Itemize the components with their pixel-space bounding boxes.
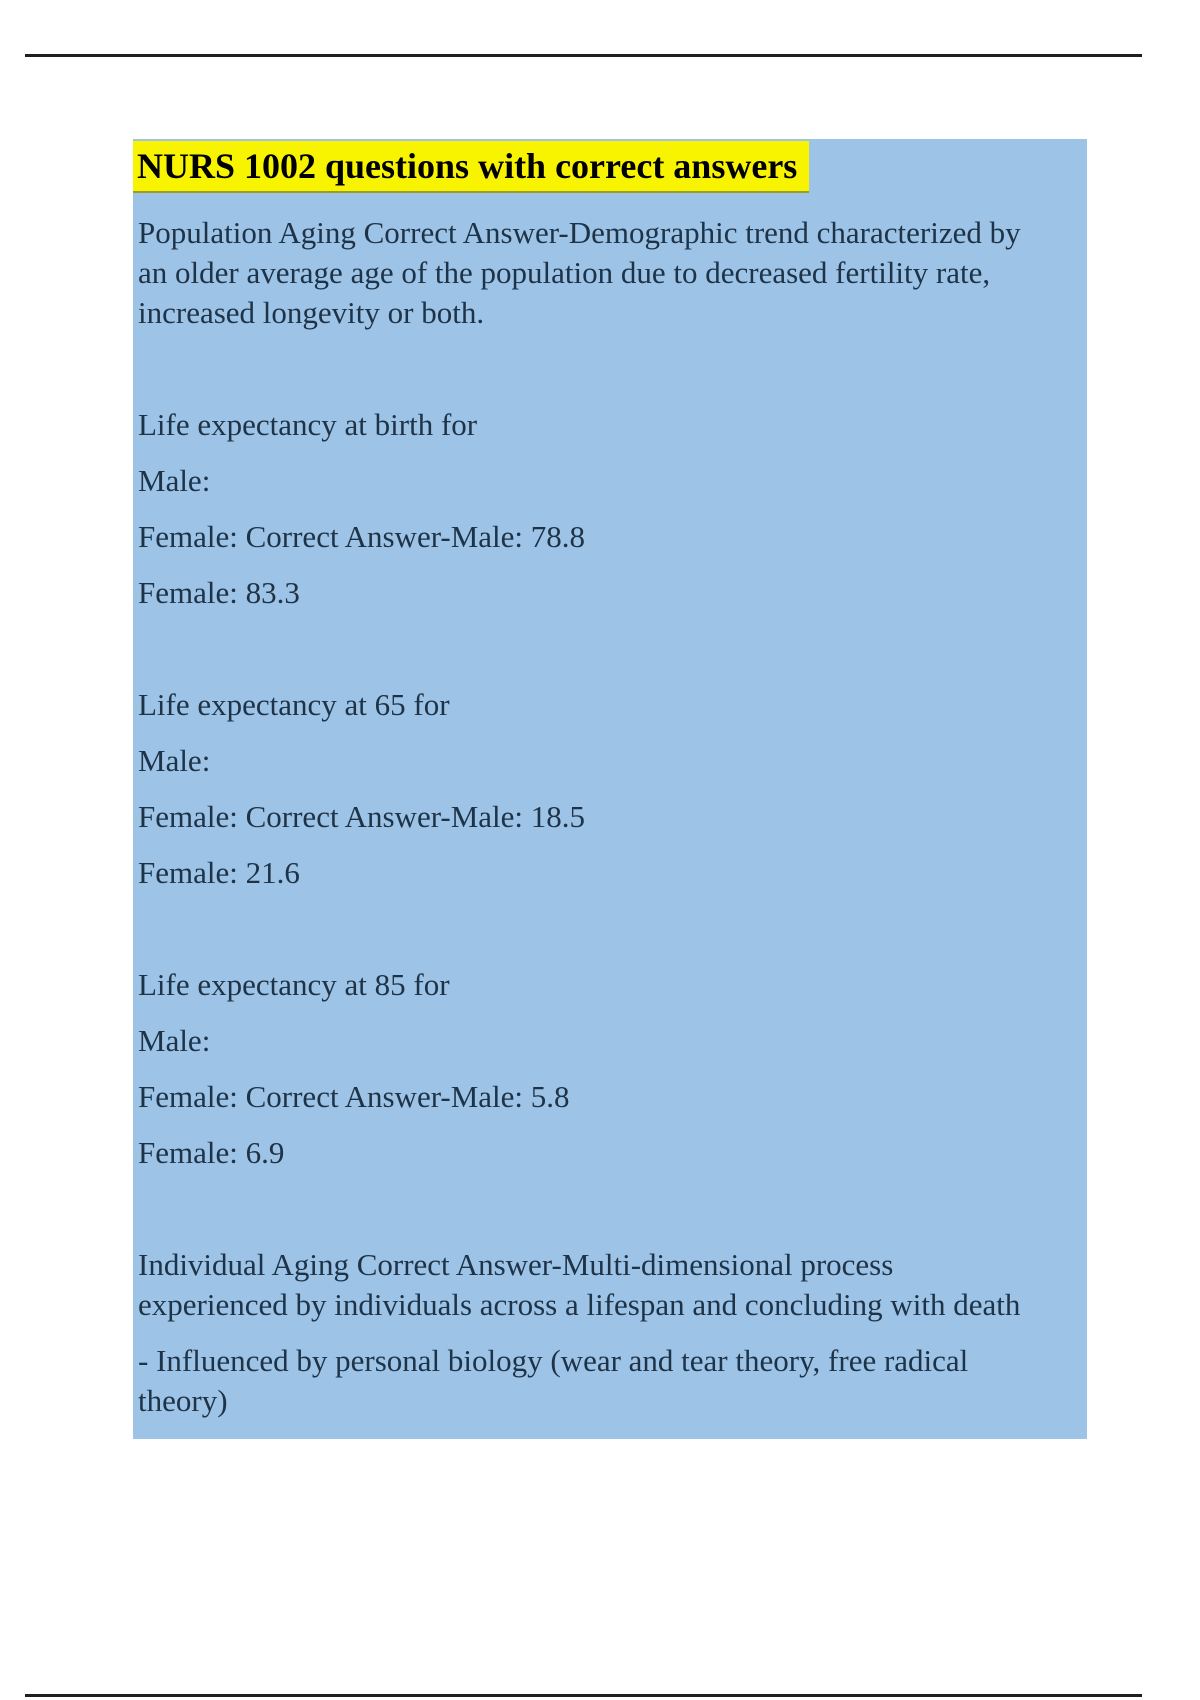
text-line <box>138 1189 1081 1229</box>
paragraph: Female: Correct Answer-Male: 78.8 <box>138 517 1081 557</box>
empty-paragraph <box>138 1189 1081 1229</box>
text-line: Male: <box>138 743 211 778</box>
text-line: theory) <box>138 1383 228 1418</box>
paragraph: Female: Correct Answer-Male: 5.8 <box>138 1077 1081 1117</box>
paragraph: Female: 6.9 <box>138 1133 1081 1173</box>
paragraph: Male: <box>138 741 1081 781</box>
text-line: Individual Aging Correct Answer-Multi-di… <box>138 1247 894 1282</box>
paragraph: Female: 21.6 <box>138 853 1081 893</box>
empty-paragraph <box>138 629 1081 669</box>
text-line: Male: <box>138 463 211 498</box>
page-title: NURS 1002 questions with correct answers <box>133 141 810 193</box>
text-line: Female: Correct Answer-Male: 18.5 <box>138 799 586 834</box>
paragraph: Male: <box>138 461 1081 501</box>
text-line: Female: 6.9 <box>138 1135 285 1170</box>
text-line: Population Aging Correct Answer-Demograp… <box>138 215 1021 250</box>
text-line: Life expectancy at birth for <box>138 407 478 442</box>
text-line: Life expectancy at 85 for <box>138 967 450 1002</box>
paragraph: Male: <box>138 1021 1081 1061</box>
paragraph: - Influenced by personal biology (wear a… <box>138 1341 1081 1421</box>
text-line <box>138 349 1081 389</box>
paragraph: Individual Aging Correct Answer-Multi-di… <box>138 1245 1081 1325</box>
empty-paragraph <box>138 349 1081 389</box>
text-line: - Influenced by personal biology (wear a… <box>138 1343 969 1378</box>
text-line <box>138 629 1081 669</box>
empty-paragraph <box>138 909 1081 949</box>
text-line: increased longevity or both. <box>138 295 485 330</box>
paragraph: Female: 83.3 <box>138 573 1081 613</box>
paragraph: Life expectancy at 65 for <box>138 685 1081 725</box>
document-body: Population Aging Correct Answer-Demograp… <box>133 213 1087 1421</box>
bottom-horizontal-rule <box>25 1694 1142 1697</box>
text-line <box>138 909 1081 949</box>
paragraph: Life expectancy at birth for <box>138 405 1081 445</box>
text-line: Male: <box>138 1023 211 1058</box>
text-line: Female: Correct Answer-Male: 5.8 <box>138 1079 570 1114</box>
text-line: Female: Correct Answer-Male: 78.8 <box>138 519 586 554</box>
top-horizontal-rule <box>25 54 1142 57</box>
text-line: Female: 21.6 <box>138 855 300 890</box>
text-line: Life expectancy at 65 for <box>138 687 450 722</box>
text-line: experienced by individuals across a life… <box>138 1287 1021 1322</box>
text-line: an older average age of the population d… <box>138 255 991 290</box>
paragraph: Female: Correct Answer-Male: 18.5 <box>138 797 1081 837</box>
paragraph: Population Aging Correct Answer-Demograp… <box>138 213 1081 333</box>
highlighted-answer-box: NURS 1002 questions with correct answers… <box>133 139 1087 1439</box>
text-line: Female: 83.3 <box>138 575 300 610</box>
paragraph: Life expectancy at 85 for <box>138 965 1081 1005</box>
